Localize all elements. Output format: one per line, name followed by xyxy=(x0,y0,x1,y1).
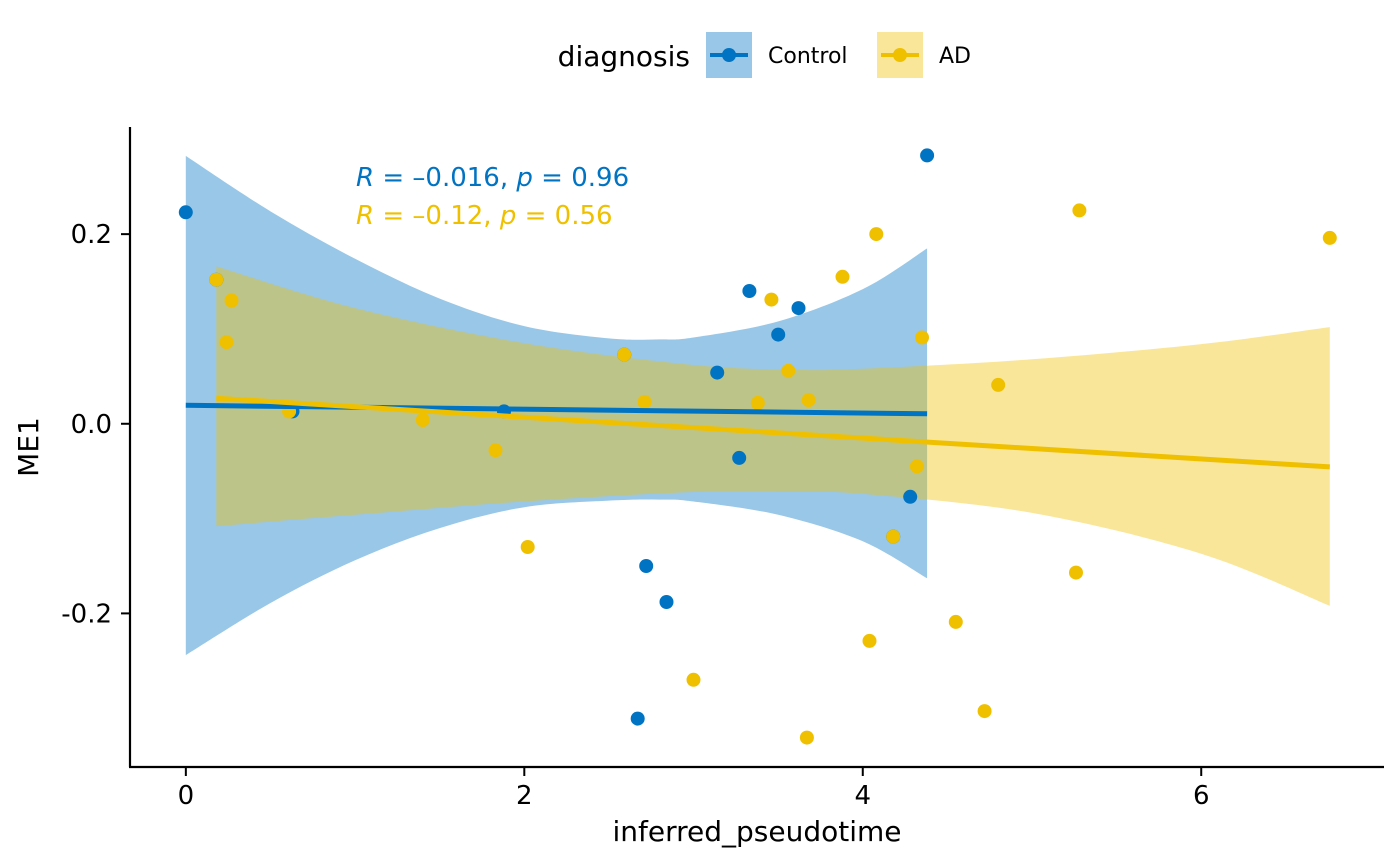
regression-line-control xyxy=(185,402,928,417)
stat-annotations: R = –0.016, p = 0.96 R = –0.12, p = 0.56 xyxy=(356,163,629,231)
point-ad xyxy=(488,443,503,458)
point-ad xyxy=(1322,230,1337,245)
point-control xyxy=(920,148,935,163)
point-ad xyxy=(886,529,901,544)
stat-annotation-control: R = –0.016, p = 0.96 xyxy=(356,163,629,193)
point-control xyxy=(742,284,757,298)
legend-entry-control: Control xyxy=(706,32,848,78)
point-control xyxy=(791,301,806,316)
legend-key-ad-point xyxy=(893,48,907,62)
y-tick-label: 0.2 xyxy=(71,220,112,250)
point-ad xyxy=(869,227,884,242)
point-control xyxy=(178,205,193,220)
point-ad xyxy=(764,292,779,307)
point-ad xyxy=(750,395,765,410)
point-ad xyxy=(991,377,1006,392)
point-control xyxy=(771,327,786,342)
regression-lines xyxy=(185,395,1330,470)
point-ad xyxy=(915,330,929,345)
point-ad xyxy=(1072,203,1087,218)
point-ad xyxy=(862,633,877,648)
x-tick-label: 4 xyxy=(854,781,871,811)
point-ad xyxy=(781,363,796,378)
x-ticks: 0 2 4 6 xyxy=(178,767,1210,811)
point-ad xyxy=(835,269,850,284)
point-control xyxy=(659,595,674,609)
legend-label-control: Control xyxy=(768,44,848,69)
y-ticks: -0.2 0.0 0.2 xyxy=(61,220,130,629)
point-ad xyxy=(637,395,652,409)
y-tick-label: 0.0 xyxy=(71,410,112,440)
x-axis-title: inferred_pseudotime xyxy=(612,815,901,848)
stat-r-control: –0.016 xyxy=(412,163,499,193)
y-tick-label: -0.2 xyxy=(61,599,112,629)
legend-key-control-point xyxy=(722,48,736,62)
legend-label-ad: AD xyxy=(939,44,971,69)
point-ad xyxy=(799,730,814,745)
point-ad xyxy=(617,347,632,362)
point-ad xyxy=(1069,565,1083,580)
point-ad xyxy=(977,704,992,719)
point-ad xyxy=(801,393,816,408)
point-control xyxy=(710,365,725,380)
confidence-bands xyxy=(185,155,1330,656)
stat-annotation-ad: R = –0.12, p = 0.56 xyxy=(356,201,613,231)
stat-r-ad: –0.12 xyxy=(412,201,483,231)
point-ad xyxy=(520,540,535,554)
y-axis-title: ME1 xyxy=(12,417,45,477)
confidence-band-ad xyxy=(216,266,1330,606)
axes: 0 2 4 6 -0.2 0.0 0.2 inferred_pseudotime ME1 xyxy=(12,127,1384,848)
point-control xyxy=(630,711,645,726)
point-ad xyxy=(686,672,701,687)
legend-title: diagnosis xyxy=(558,40,690,73)
x-tick-label: 0 xyxy=(178,781,195,811)
x-tick-label: 2 xyxy=(516,781,533,811)
point-control xyxy=(639,559,654,573)
confidence-band-control xyxy=(185,155,928,656)
point-ad xyxy=(948,614,963,629)
legend: diagnosis Control AD xyxy=(558,32,971,78)
stat-p-control: 0.96 xyxy=(571,163,629,193)
point-control xyxy=(732,450,747,465)
point-ad xyxy=(415,413,430,427)
point-control xyxy=(903,489,918,504)
stat-p-ad: 0.56 xyxy=(555,201,613,231)
point-ad xyxy=(209,272,224,287)
legend-entry-ad: AD xyxy=(877,32,971,78)
point-ad xyxy=(219,335,234,350)
x-tick-label: 6 xyxy=(1193,781,1210,811)
point-ad xyxy=(909,459,924,474)
point-ad xyxy=(224,293,239,308)
regression-line-ad xyxy=(216,395,1330,470)
